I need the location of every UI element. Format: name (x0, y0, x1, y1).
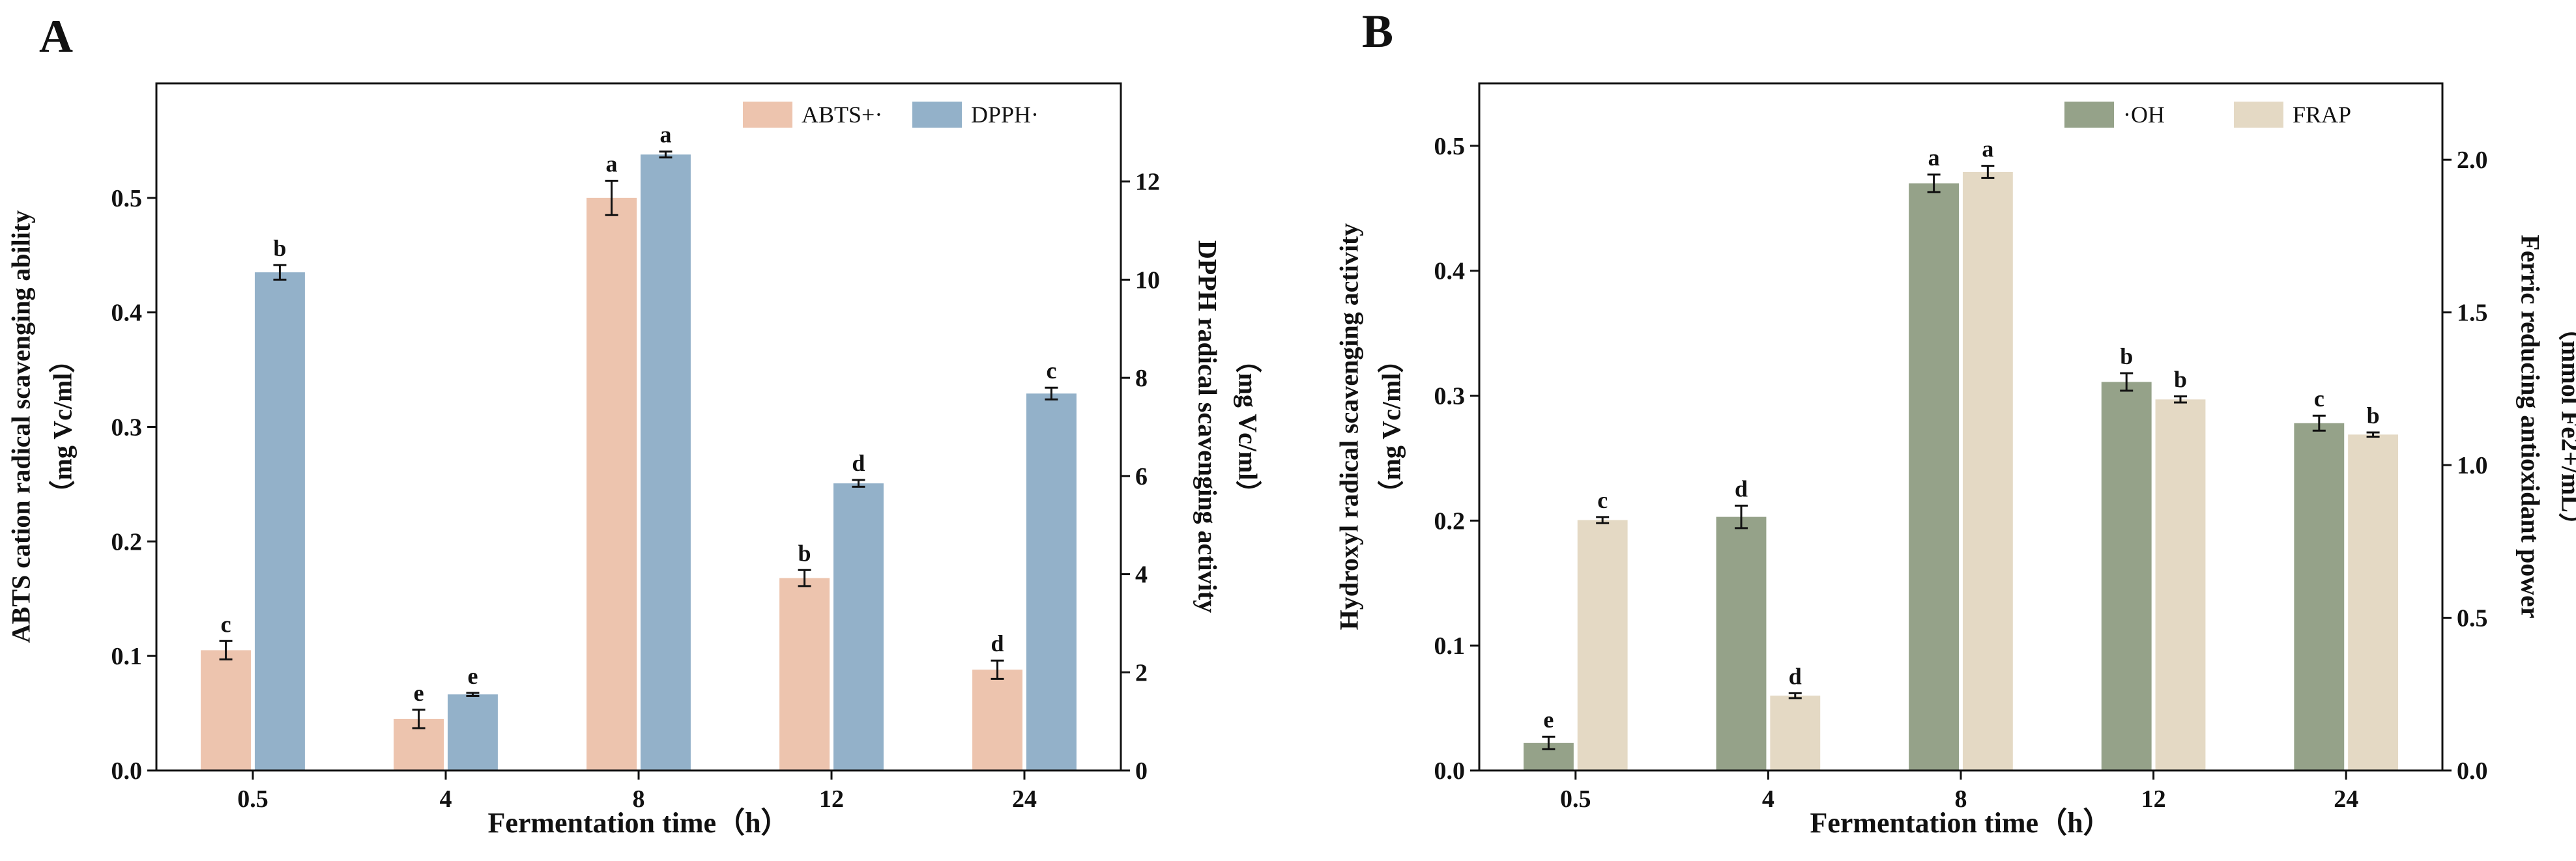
x-tick-label: 12 (2141, 785, 2166, 813)
significance-letter: c (2314, 386, 2324, 412)
y-right-axis-unit: （mmol Fe2+/mL） (2556, 315, 2576, 539)
y-left-tick-label: 0.3 (111, 414, 143, 442)
y-right-tick-label: 12 (1135, 169, 1160, 196)
x-tick-label: 12 (819, 785, 844, 813)
significance-letter: e (1543, 707, 1554, 733)
x-axis-title: Fermentation time（h） (487, 807, 789, 839)
significance-letter: b (2120, 343, 2133, 369)
significance-letter: c (1046, 358, 1056, 384)
panel-label-b: B (1362, 5, 1393, 57)
bar-a-s1-4 (1026, 393, 1077, 770)
x-axis-title: Fermentation time（h） (1810, 807, 2111, 839)
significance-letter: a (659, 122, 671, 148)
panel-label-a: A (39, 10, 73, 63)
y-left-tick-label: 0.2 (1434, 507, 1466, 535)
bar-b-s1-1 (1770, 696, 1820, 770)
legend-label-0: ABTS+· (802, 102, 882, 128)
legend-swatch-1 (2234, 102, 2283, 128)
bar-b-s0-3 (2102, 382, 2152, 770)
significance-letter: a (606, 150, 618, 176)
y-left-axis-unit: （mg Vc/ml） (48, 347, 78, 507)
significance-letter: d (852, 450, 865, 476)
bar-a-s0-2 (586, 198, 637, 770)
significance-letter: b (273, 235, 286, 261)
y-left-tick-label: 0.4 (111, 300, 143, 327)
y-right-tick-label: 10 (1135, 266, 1160, 294)
significance-letter: a (1982, 136, 1993, 162)
bar-a-s0-3 (779, 578, 830, 770)
y-left-tick-label: 0.0 (1434, 757, 1466, 785)
y-left-axis-title: Hydroxyl radical scavenging activity (1335, 223, 1364, 630)
y-right-tick-label: 4 (1135, 561, 1148, 589)
bar-b-s0-4 (2294, 423, 2344, 770)
y-right-tick-label: 8 (1135, 365, 1148, 392)
y-left-tick-label: 0.3 (1434, 383, 1466, 410)
legend-swatch-1 (912, 102, 962, 128)
y-right-tick-label: 2.0 (2457, 147, 2488, 174)
y-right-tick-label: 0.0 (2457, 757, 2488, 785)
panel-a: A cb0.5ee4aa8bd12dc240.00.10.20.30.40.50… (7, 10, 1263, 839)
significance-letter: e (414, 680, 424, 706)
significance-letter: b (2174, 367, 2187, 393)
legend-label-0: ·OH (2123, 102, 2165, 128)
bar-a-s0-4 (972, 670, 1022, 770)
y-right-axis-title: Ferric reducing antioxidant power (2516, 234, 2545, 618)
significance-letter: d (991, 630, 1004, 656)
bar-b-s0-2 (1909, 183, 1959, 770)
legend-swatch-0 (743, 102, 792, 128)
x-tick-label: 4 (440, 785, 452, 813)
bar-a-s1-3 (833, 483, 884, 770)
y-right-tick-label: 1.5 (2457, 300, 2488, 327)
bar-a-s1-0 (255, 272, 305, 770)
y-right-tick-label: 6 (1135, 463, 1148, 490)
x-tick-label: 0.5 (237, 785, 268, 813)
y-right-axis-title: DPPH radical scavenging activity (1193, 240, 1223, 613)
legend-label-1: DPPH· (971, 102, 1039, 128)
legend-swatch-0 (2064, 102, 2114, 128)
significance-letter: c (1597, 487, 1608, 513)
bar-a-s1-2 (641, 154, 691, 770)
y-right-axis-unit: （mg Vc/ml） (1234, 347, 1263, 507)
y-left-tick-label: 0.5 (111, 185, 143, 212)
bar-b-s1-2 (1963, 172, 2013, 770)
bar-a-s0-0 (201, 650, 251, 770)
y-left-tick-label: 0.1 (1434, 632, 1466, 660)
bar-b-s1-3 (2156, 399, 2206, 770)
significance-letter: d (1789, 663, 1802, 689)
bar-b-s1-4 (2348, 434, 2398, 770)
x-tick-label: 0.5 (1560, 785, 1591, 813)
x-tick-label: 24 (2334, 785, 2358, 813)
y-left-tick-label: 0.4 (1434, 258, 1466, 285)
bar-a-s1-1 (448, 694, 498, 770)
legend-label-1: FRAP (2293, 102, 2351, 128)
significance-letter: b (2367, 402, 2380, 429)
y-right-tick-label: 0 (1135, 757, 1148, 785)
y-right-tick-label: 1.0 (2457, 452, 2488, 479)
significance-letter: c (221, 611, 231, 637)
y-left-tick-label: 0.5 (1434, 133, 1466, 160)
y-right-tick-label: 0.5 (2457, 605, 2488, 632)
significance-letter: a (1928, 145, 1940, 171)
y-left-tick-label: 0.1 (111, 643, 143, 670)
y-left-tick-label: 0.0 (111, 757, 143, 785)
bar-b-s1-0 (1578, 520, 1628, 770)
y-left-axis-unit: （mg Vc/ml） (1377, 347, 1406, 507)
x-tick-label: 4 (1762, 785, 1774, 813)
bar-b-s0-1 (1716, 517, 1767, 770)
significance-letter: b (798, 540, 811, 566)
x-tick-label: 24 (1012, 785, 1037, 813)
significance-letter: e (467, 663, 478, 689)
y-right-tick-label: 2 (1135, 659, 1148, 686)
y-left-axis-title: ABTS cation radical scavenging ability (7, 210, 36, 643)
y-left-tick-label: 0.2 (111, 528, 143, 556)
significance-letter: d (1735, 475, 1748, 501)
